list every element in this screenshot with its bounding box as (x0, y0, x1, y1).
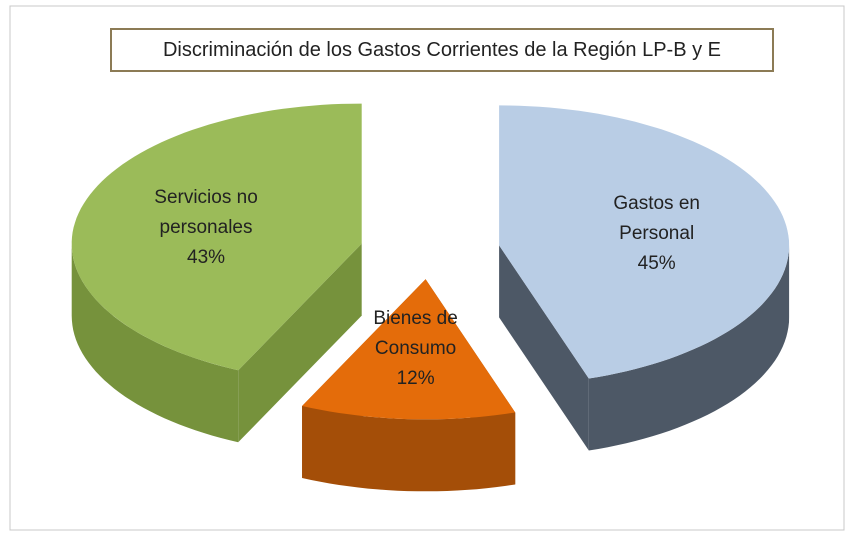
slice (302, 279, 516, 420)
data-label: Servicios no personales 43% (131, 183, 281, 273)
slice (71, 103, 362, 371)
chart-title: Discriminación de los Gastos Corrientes … (110, 28, 774, 72)
data-label: Bienes de Consumo 12% (341, 304, 491, 394)
value-label: 43% (187, 247, 226, 269)
chart-frame (9, 5, 845, 531)
slice-side (71, 243, 239, 443)
category-label: Servicios no personales (154, 187, 258, 239)
category-label: Gastos en Personal (613, 193, 700, 245)
category-label: Bienes de Consumo (373, 308, 458, 360)
slice-wall (499, 245, 589, 451)
value-label: 12% (396, 368, 435, 390)
slice-wall (238, 243, 362, 443)
slice-side (302, 406, 516, 492)
slice (499, 105, 790, 379)
slice-side (588, 245, 790, 451)
value-label: 45% (637, 253, 676, 275)
data-label: Gastos en Personal 45% (582, 189, 732, 279)
